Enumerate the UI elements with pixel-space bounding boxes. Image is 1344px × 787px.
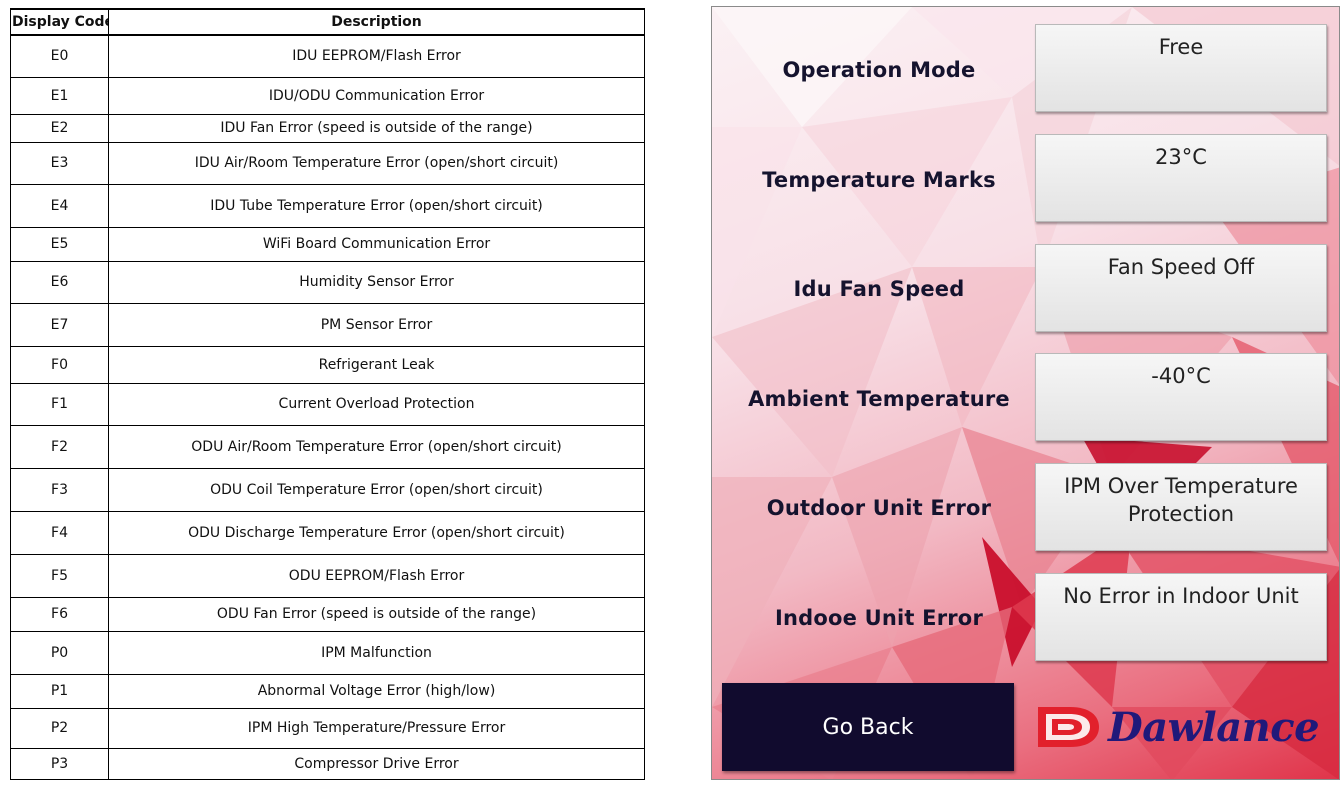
table-row: E3 IDU Air/Room Temperature Error (open/s… bbox=[10, 141, 645, 185]
display-code-cell: F3 bbox=[10, 467, 109, 512]
display-code-cell: F0 bbox=[10, 345, 109, 384]
dawlance-d-icon bbox=[1038, 707, 1099, 747]
error-code-table: Display Code Description E0 IDU EEPROM/Fl… bbox=[10, 8, 645, 780]
label-idu-fan-speed: Idu Fan Speed bbox=[793, 277, 965, 301]
table-row: F0 Refrigerant Leak bbox=[10, 345, 645, 384]
value-operation-mode: Free bbox=[1035, 24, 1327, 112]
table-row: F4 ODU Discharge Temperature Error (open/… bbox=[10, 510, 645, 555]
label-indoor-unit-error: Indooe Unit Error bbox=[775, 606, 983, 630]
display-code-cell: P1 bbox=[10, 673, 109, 709]
label-temperature-marks: Temperature Marks bbox=[762, 168, 996, 192]
description-cell: IDU EEPROM/Flash Error bbox=[108, 34, 645, 78]
display-code-cell: F4 bbox=[10, 510, 109, 555]
brand-name: Dawlance bbox=[1108, 703, 1320, 751]
table-row: F3 ODU Coil Temperature Error (open/short… bbox=[10, 467, 645, 512]
description-cell: Compressor Drive Error bbox=[108, 747, 645, 780]
description-cell: Abnormal Voltage Error (high/low) bbox=[108, 673, 645, 709]
table-row: E4 IDU Tube Temperature Error (open/short… bbox=[10, 183, 645, 228]
description-cell: ODU EEPROM/Flash Error bbox=[108, 553, 645, 598]
table-row: E2 IDU Fan Error (speed is outside of the… bbox=[10, 113, 645, 143]
value-idu-fan-speed: Fan Speed Off bbox=[1035, 244, 1327, 332]
table-row: E5 WiFi Board Communication Error bbox=[10, 226, 645, 262]
table-row: E6 Humidity Sensor Error bbox=[10, 260, 645, 304]
table-row: P2 IPM High Temperature/Pressure Error bbox=[10, 707, 645, 749]
label-ambient-temperature: Ambient Temperature bbox=[748, 387, 1010, 411]
description-cell: IDU Air/Room Temperature Error (open/sho… bbox=[108, 141, 645, 185]
display-code-cell: E7 bbox=[10, 302, 109, 347]
label-outdoor-unit-error: Outdoor Unit Error bbox=[766, 496, 992, 520]
display-code-cell: E2 bbox=[10, 113, 109, 143]
description-cell: IPM High Temperature/Pressure Error bbox=[108, 707, 645, 749]
description-cell: IDU Fan Error (speed is outside of the r… bbox=[108, 113, 645, 143]
table-row: F5 ODU EEPROM/Flash Error bbox=[10, 553, 645, 598]
display-code-cell: E1 bbox=[10, 76, 109, 115]
description-cell: IPM Malfunction bbox=[108, 630, 645, 675]
display-code-cell: E5 bbox=[10, 226, 109, 262]
ac-status-panel: Operation Mode Free Temperature Marks 23… bbox=[711, 6, 1340, 780]
value-outdoor-unit-error: IPM Over Temperature Protection bbox=[1035, 463, 1327, 551]
display-code-cell: P0 bbox=[10, 630, 109, 675]
display-code-cell: F5 bbox=[10, 553, 109, 598]
display-code-cell: F2 bbox=[10, 424, 109, 469]
description-cell: IDU Tube Temperature Error (open/short c… bbox=[108, 183, 645, 228]
description-cell: ODU Coil Temperature Error (open/short c… bbox=[108, 467, 645, 512]
description-cell: Current Overload Protection bbox=[108, 382, 645, 426]
table-row: P1 Abnormal Voltage Error (high/low) bbox=[10, 673, 645, 709]
description-cell: PM Sensor Error bbox=[108, 302, 645, 347]
display-code-cell: E4 bbox=[10, 183, 109, 228]
table-header-row: Display Code Description bbox=[10, 8, 645, 36]
description-cell: IDU/ODU Communication Error bbox=[108, 76, 645, 115]
table-row: P3 Compressor Drive Error bbox=[10, 747, 645, 780]
display-code-cell: E3 bbox=[10, 141, 109, 185]
table-row: E1 IDU/ODU Communication Error bbox=[10, 76, 645, 115]
value-indoor-unit-error: No Error in Indoor Unit bbox=[1035, 573, 1327, 661]
description-cell: Humidity Sensor Error bbox=[108, 260, 645, 304]
display-code-cell: E0 bbox=[10, 34, 109, 78]
column-header-description: Description bbox=[108, 8, 645, 36]
display-code-cell: P3 bbox=[10, 747, 109, 780]
description-cell: ODU Discharge Temperature Error (open/sh… bbox=[108, 510, 645, 555]
table-row: F2 ODU Air/Room Temperature Error (open/s… bbox=[10, 424, 645, 469]
table-row: P0 IPM Malfunction bbox=[10, 630, 645, 675]
description-cell: ODU Fan Error (speed is outside of the r… bbox=[108, 596, 645, 632]
display-code-cell: F6 bbox=[10, 596, 109, 632]
display-code-cell: E6 bbox=[10, 260, 109, 304]
table-row: E0 IDU EEPROM/Flash Error bbox=[10, 34, 645, 78]
table-row: F6 ODU Fan Error (speed is outside of the… bbox=[10, 596, 645, 632]
go-back-button[interactable]: Go Back bbox=[722, 683, 1014, 771]
table-row: E7 PM Sensor Error bbox=[10, 302, 645, 347]
display-code-cell: F1 bbox=[10, 382, 109, 426]
table-row: F1 Current Overload Protection bbox=[10, 382, 645, 426]
dawlance-logo: Dawlance bbox=[1036, 697, 1336, 757]
column-header-display-code: Display Code bbox=[10, 8, 109, 36]
value-ambient-temperature: -40°C bbox=[1035, 353, 1327, 441]
value-temperature-marks: 23°C bbox=[1035, 134, 1327, 222]
description-cell: WiFi Board Communication Error bbox=[108, 226, 645, 262]
description-cell: Refrigerant Leak bbox=[108, 345, 645, 384]
display-code-cell: P2 bbox=[10, 707, 109, 749]
description-cell: ODU Air/Room Temperature Error (open/sho… bbox=[108, 424, 645, 469]
label-operation-mode: Operation Mode bbox=[782, 58, 976, 82]
